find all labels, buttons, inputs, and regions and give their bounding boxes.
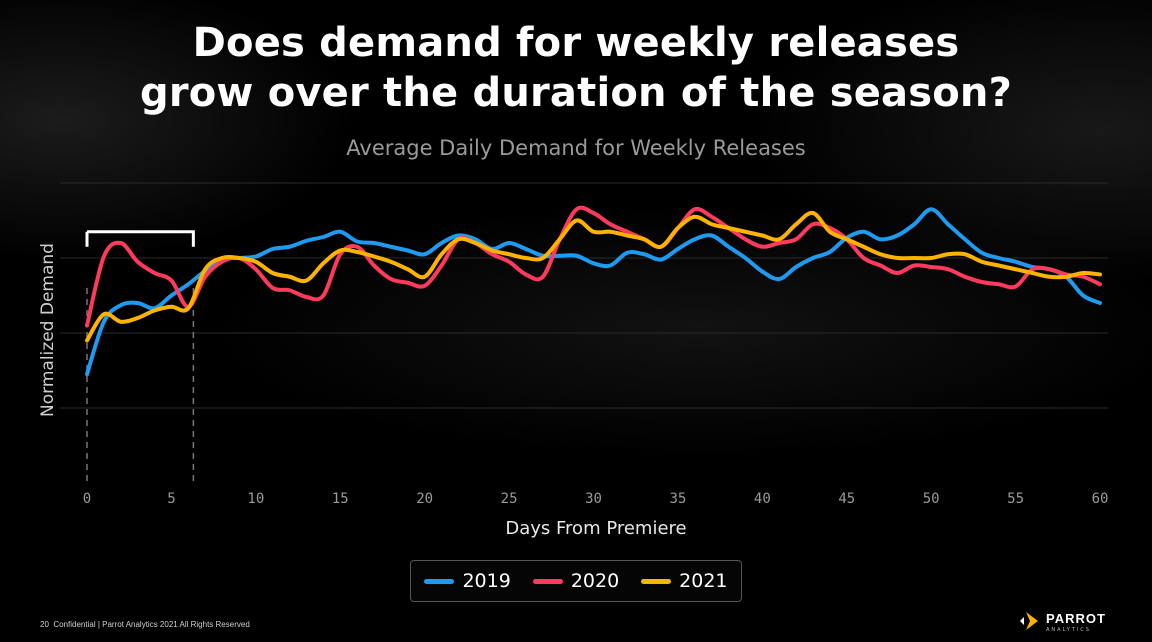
x-tick-label: 25 (501, 491, 518, 507)
series-line-2021 (85, 210, 1102, 343)
logo-sub: ANALYTICS (1046, 627, 1091, 633)
bracket-top (85, 230, 195, 247)
legend-label-2020: 2020 (570, 570, 620, 592)
chart-title: Average Daily Demand for Weekly Releases (346, 136, 806, 160)
series-line-2019 (85, 207, 1102, 377)
legend-swatch-2019 (424, 578, 455, 584)
chart-legend: 2019 2020 2021 (410, 560, 742, 602)
x-tick-labels: 0 5 10 15 20 25 30 35 40 45 50 55 60 (83, 491, 1109, 507)
logo-name: PARROT (1046, 611, 1106, 626)
x-axis-label: Days From Premiere (505, 518, 687, 539)
title-line-2: grow over the duration of the season? (139, 70, 1012, 116)
legend-label-2019: 2019 (462, 570, 511, 592)
title-line-1: Does demand for weekly releases (192, 20, 960, 66)
x-tick-label: 5 (167, 491, 175, 507)
x-tick-label: 15 (332, 491, 349, 507)
x-tick-label: 0 (83, 491, 91, 507)
x-tick-label: 50 (923, 491, 940, 507)
grid-lines (60, 182, 1108, 409)
series-lines (85, 205, 1102, 377)
legend-item-2020: 2020 (532, 570, 620, 592)
page-number: 20 (40, 620, 49, 629)
legend-item-2021: 2021 (641, 570, 728, 592)
x-tick-label: 35 (669, 491, 686, 507)
legend-swatch-2021 (641, 578, 672, 584)
x-tick-label: 55 (1007, 491, 1024, 507)
legend-item-2019: 2019 (424, 570, 511, 592)
footer: 20 Confidential | Parrot Analytics 2021 … (40, 620, 250, 629)
x-tick-label: 45 (838, 491, 855, 507)
legend-swatch-2020 (532, 578, 563, 584)
x-tick-label: 20 (416, 491, 433, 507)
parrot-logo: PARROT ANALYTICS (1018, 608, 1106, 633)
legend-label-2021: 2021 (679, 570, 728, 592)
x-tick-label: 10 (247, 491, 264, 507)
slide-title: Does demand for weekly releases grow ove… (0, 18, 1152, 118)
x-tick-label: 60 (1092, 491, 1109, 507)
premiere-bracket (85, 230, 195, 483)
series-line-2020 (85, 205, 1102, 328)
footer-text: Confidential | Parrot Analytics 2021 All… (53, 620, 250, 629)
x-tick-label: 40 (754, 491, 771, 507)
parrot-mark-icon (1020, 611, 1038, 630)
x-tick-label: 30 (585, 491, 602, 507)
